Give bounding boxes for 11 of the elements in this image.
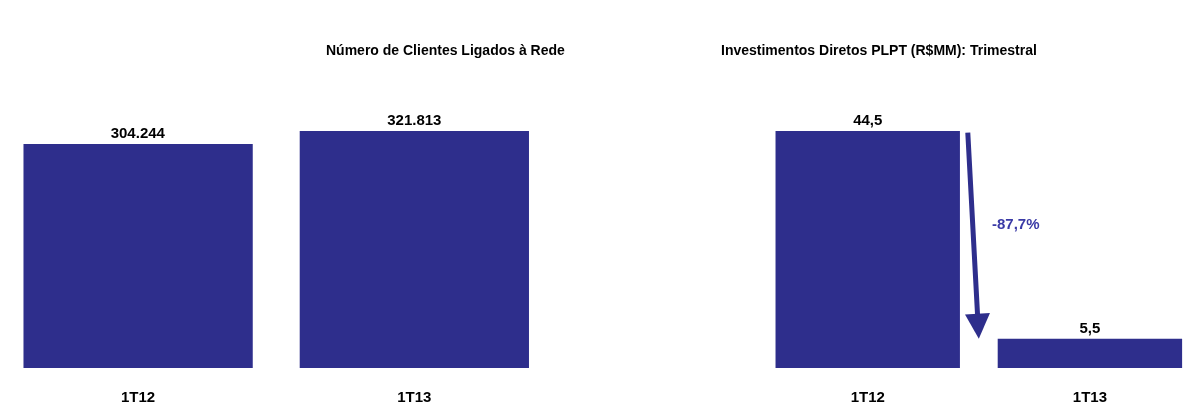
data-label: 5,5: [1079, 318, 1101, 336]
data-label: 321.813: [387, 111, 442, 129]
chart-title: Número de Clientes Ligados à Rede: [326, 42, 566, 58]
chart-title: Investimentos Diretos PLPT (R$MM): Trimestral: [721, 42, 1037, 58]
x-tick-label: 1T13: [1072, 388, 1108, 405]
data-label: 44,5: [853, 111, 883, 129]
x-tick-label: 1T13: [397, 388, 432, 405]
x-tick-label: 1T12: [850, 388, 885, 405]
annotation: -87,7%: [992, 215, 1040, 232]
x-tick-label: 1T12: [121, 388, 156, 405]
data-label: 304.244: [110, 124, 166, 142]
